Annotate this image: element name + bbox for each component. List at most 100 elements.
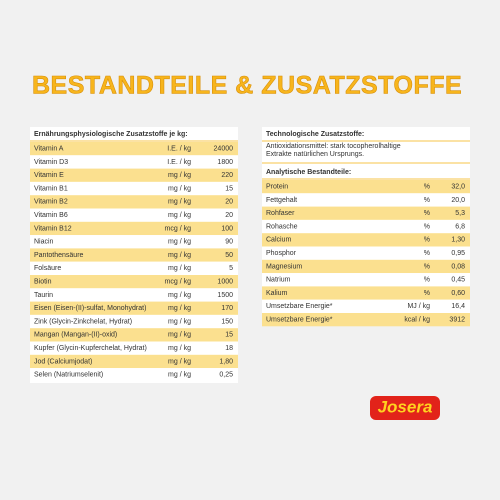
row-label: Natrium — [266, 277, 291, 284]
row-value: 0,25 — [219, 372, 233, 379]
row-unit: I.E. / kg — [167, 145, 191, 152]
row-label: Kupfer (Glycin-Kupferchelat, Hydrat) — [34, 345, 147, 352]
table-row — [262, 259, 470, 274]
table-row — [30, 341, 238, 355]
row-value: 24000 — [214, 145, 234, 152]
row-label: Vitamin E — [34, 172, 64, 179]
table-row — [262, 246, 470, 260]
row-unit: mg / kg — [168, 199, 191, 206]
tech-line: Extrakte natürlichen Ursprungs. — [266, 151, 364, 158]
table-row — [30, 261, 238, 275]
tech-line: Antioxidationsmittel: stark tocopherolha… — [266, 143, 401, 150]
row-unit: mg / kg — [168, 265, 191, 272]
table-row — [30, 221, 238, 236]
row-value: 1500 — [217, 292, 233, 299]
row-value: 0,08 — [451, 263, 465, 270]
row-label: Vitamin B1 — [34, 185, 68, 192]
table-row — [262, 286, 470, 300]
row-label: Rohfaser — [266, 210, 295, 217]
row-value: 0,60 — [451, 290, 465, 297]
row-value: 20 — [225, 212, 233, 219]
row-unit: % — [424, 237, 430, 244]
table-row — [262, 313, 470, 327]
table-row — [30, 368, 238, 382]
row-value: 5 — [229, 265, 233, 272]
row-value: 5,3 — [455, 210, 465, 217]
row-label: Taurin — [34, 292, 53, 299]
row-unit: % — [424, 277, 430, 284]
row-value: 50 — [225, 252, 233, 259]
row-label: Calcium — [266, 237, 291, 244]
table-row — [30, 142, 238, 156]
table-row — [30, 155, 238, 169]
table-row — [30, 181, 238, 196]
table-row — [262, 219, 470, 234]
row-label: Vitamin B12 — [34, 225, 72, 232]
title: BESTANDTEILE & ZUSATZSTOFFE — [32, 72, 462, 100]
row-value: 220 — [221, 172, 233, 179]
table-row — [30, 288, 238, 302]
table-row — [262, 233, 470, 247]
table-header: Analytische Bestandteile: — [266, 169, 351, 176]
row-unit: % — [424, 183, 430, 190]
table-row — [262, 193, 470, 207]
row-unit: % — [424, 223, 430, 230]
row-unit: mg / kg — [168, 372, 191, 379]
row-value: 150 — [221, 318, 233, 325]
row-unit: % — [424, 210, 430, 217]
row-unit: kcal / kg — [404, 316, 430, 323]
row-unit: mg / kg — [168, 185, 191, 192]
row-label: Protein — [266, 183, 288, 190]
row-value: 90 — [225, 239, 233, 246]
row-label: Vitamin A — [34, 145, 64, 152]
row-unit: mg / kg — [168, 318, 191, 325]
row-unit: % — [424, 250, 430, 257]
row-unit: mg / kg — [168, 358, 191, 365]
row-value: 6,8 — [455, 223, 465, 230]
table-row — [30, 275, 238, 289]
row-label: Vitamin B2 — [34, 199, 68, 206]
row-unit: % — [424, 290, 430, 297]
logo: Josera — [378, 397, 433, 416]
row-unit: mg / kg — [168, 345, 191, 352]
row-label: Vitamin B6 — [34, 212, 68, 219]
row-unit: mcg / kg — [165, 278, 192, 285]
row-unit: mcg / kg — [165, 225, 192, 232]
table-row — [30, 195, 238, 209]
row-label: Mangan (Mangan-(II)-oxid) — [34, 332, 117, 339]
table-row — [262, 206, 470, 220]
row-label: Umsetzbare Energie* — [266, 303, 333, 310]
table-header: Technologische Zusatzstoffe: — [266, 131, 364, 138]
row-label: Vitamin D3 — [34, 159, 68, 166]
row-label: Rohasche — [266, 223, 298, 230]
table-row — [30, 208, 238, 222]
row-label: Zink (Glycin-Zinkchelat, Hydrat) — [34, 318, 132, 325]
row-value: 1,30 — [451, 237, 465, 244]
row-unit: mg / kg — [168, 252, 191, 259]
row-label: Pantothensäure — [34, 252, 84, 259]
row-unit: mg / kg — [168, 212, 191, 219]
table-row — [30, 235, 238, 249]
row-value: 15 — [225, 332, 233, 339]
row-label: Folsäure — [34, 265, 61, 272]
row-unit: MJ / kg — [407, 303, 430, 310]
logo-box — [370, 396, 440, 420]
row-label: Phosphor — [266, 250, 297, 257]
row-label: Eisen (Eisen-(II)-sulfat, Monohydrat) — [34, 305, 146, 312]
row-value: 20 — [225, 199, 233, 206]
row-value: 18 — [225, 345, 233, 352]
row-value: 20,0 — [451, 197, 465, 204]
row-value: 1800 — [217, 159, 233, 166]
row-label: Magnesium — [266, 263, 302, 270]
row-value: 0,45 — [451, 277, 465, 284]
row-value: 1,80 — [219, 358, 233, 365]
row-value: 3912 — [449, 316, 465, 323]
row-label: Biotin — [34, 278, 52, 285]
row-label: Selen (Natriumselenit) — [34, 372, 103, 379]
row-unit: % — [424, 197, 430, 204]
row-unit: I.E. / kg — [167, 159, 191, 166]
row-value: 170 — [221, 305, 233, 312]
row-label: Jod (Calciumjodat) — [34, 358, 92, 365]
row-value: 100 — [221, 225, 233, 232]
